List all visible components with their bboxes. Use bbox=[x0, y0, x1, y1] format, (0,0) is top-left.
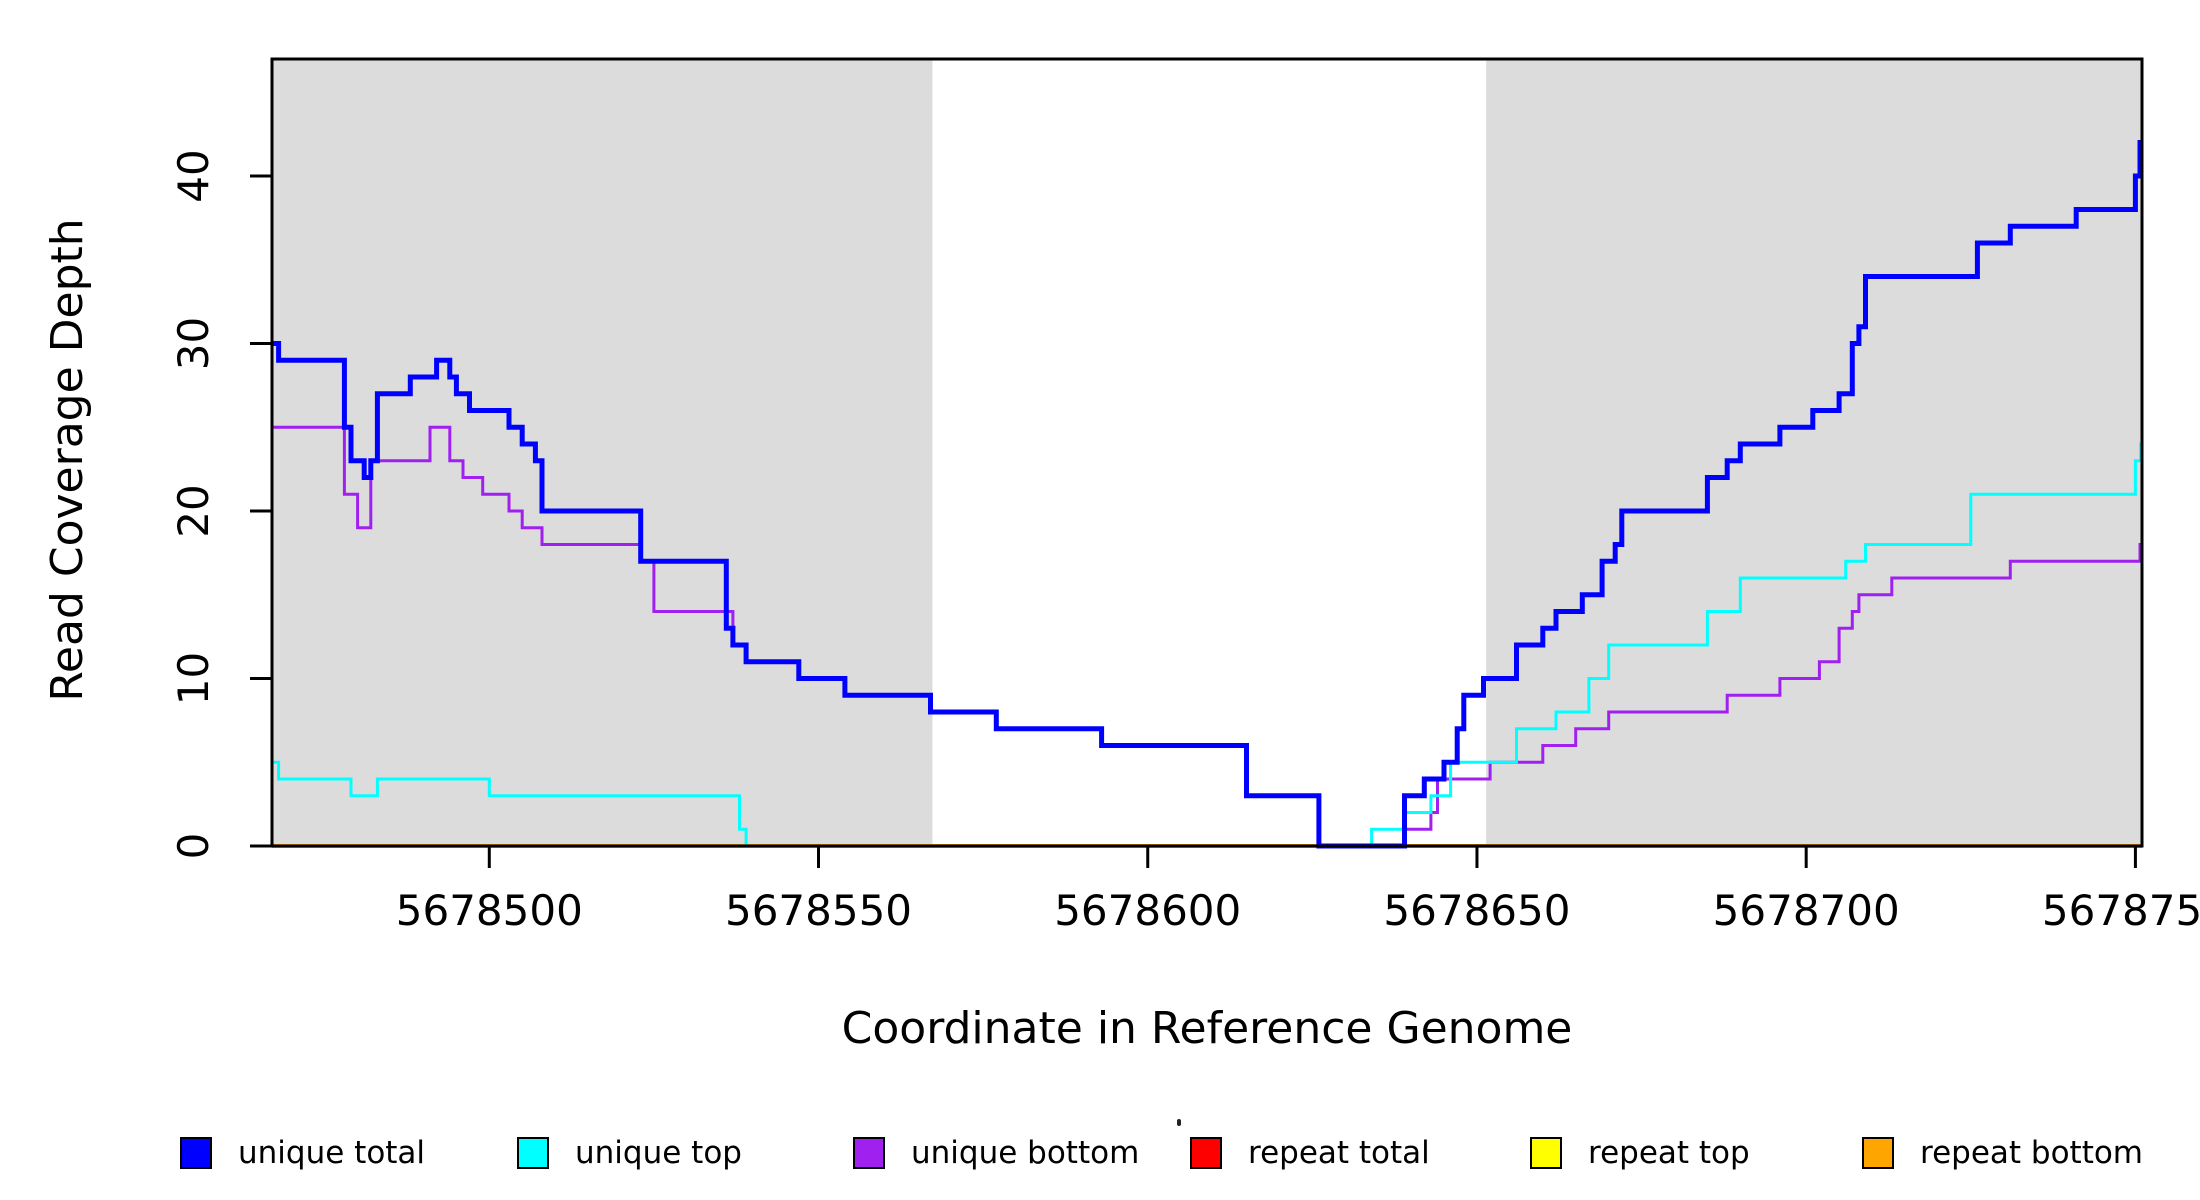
y-axis-title: Read Coverage Depth bbox=[42, 218, 93, 701]
y-tick-label: 20 bbox=[169, 484, 218, 537]
x-tick-label: 5678700 bbox=[1713, 886, 1900, 935]
y-tick-label: 0 bbox=[169, 833, 218, 860]
y-tick-label: 30 bbox=[169, 317, 218, 370]
plot-box bbox=[270, 57, 2144, 848]
x-tick-label: 5678550 bbox=[725, 886, 912, 935]
x-tick-label: 5678500 bbox=[396, 886, 583, 935]
series-line-unique-top bbox=[272, 442, 2143, 848]
y-tick-label: 40 bbox=[169, 149, 218, 202]
right-unique-region-band bbox=[1486, 59, 2142, 846]
left-unique-region-band bbox=[272, 59, 933, 846]
y-tick-label: 10 bbox=[169, 652, 218, 705]
series-line-unique-total bbox=[272, 140, 2143, 849]
x-tick-label: 5678650 bbox=[1383, 886, 1570, 935]
x-tick-label: 5678600 bbox=[1054, 886, 1241, 935]
x-axis-title: Coordinate in Reference Genome bbox=[842, 1003, 1573, 1054]
